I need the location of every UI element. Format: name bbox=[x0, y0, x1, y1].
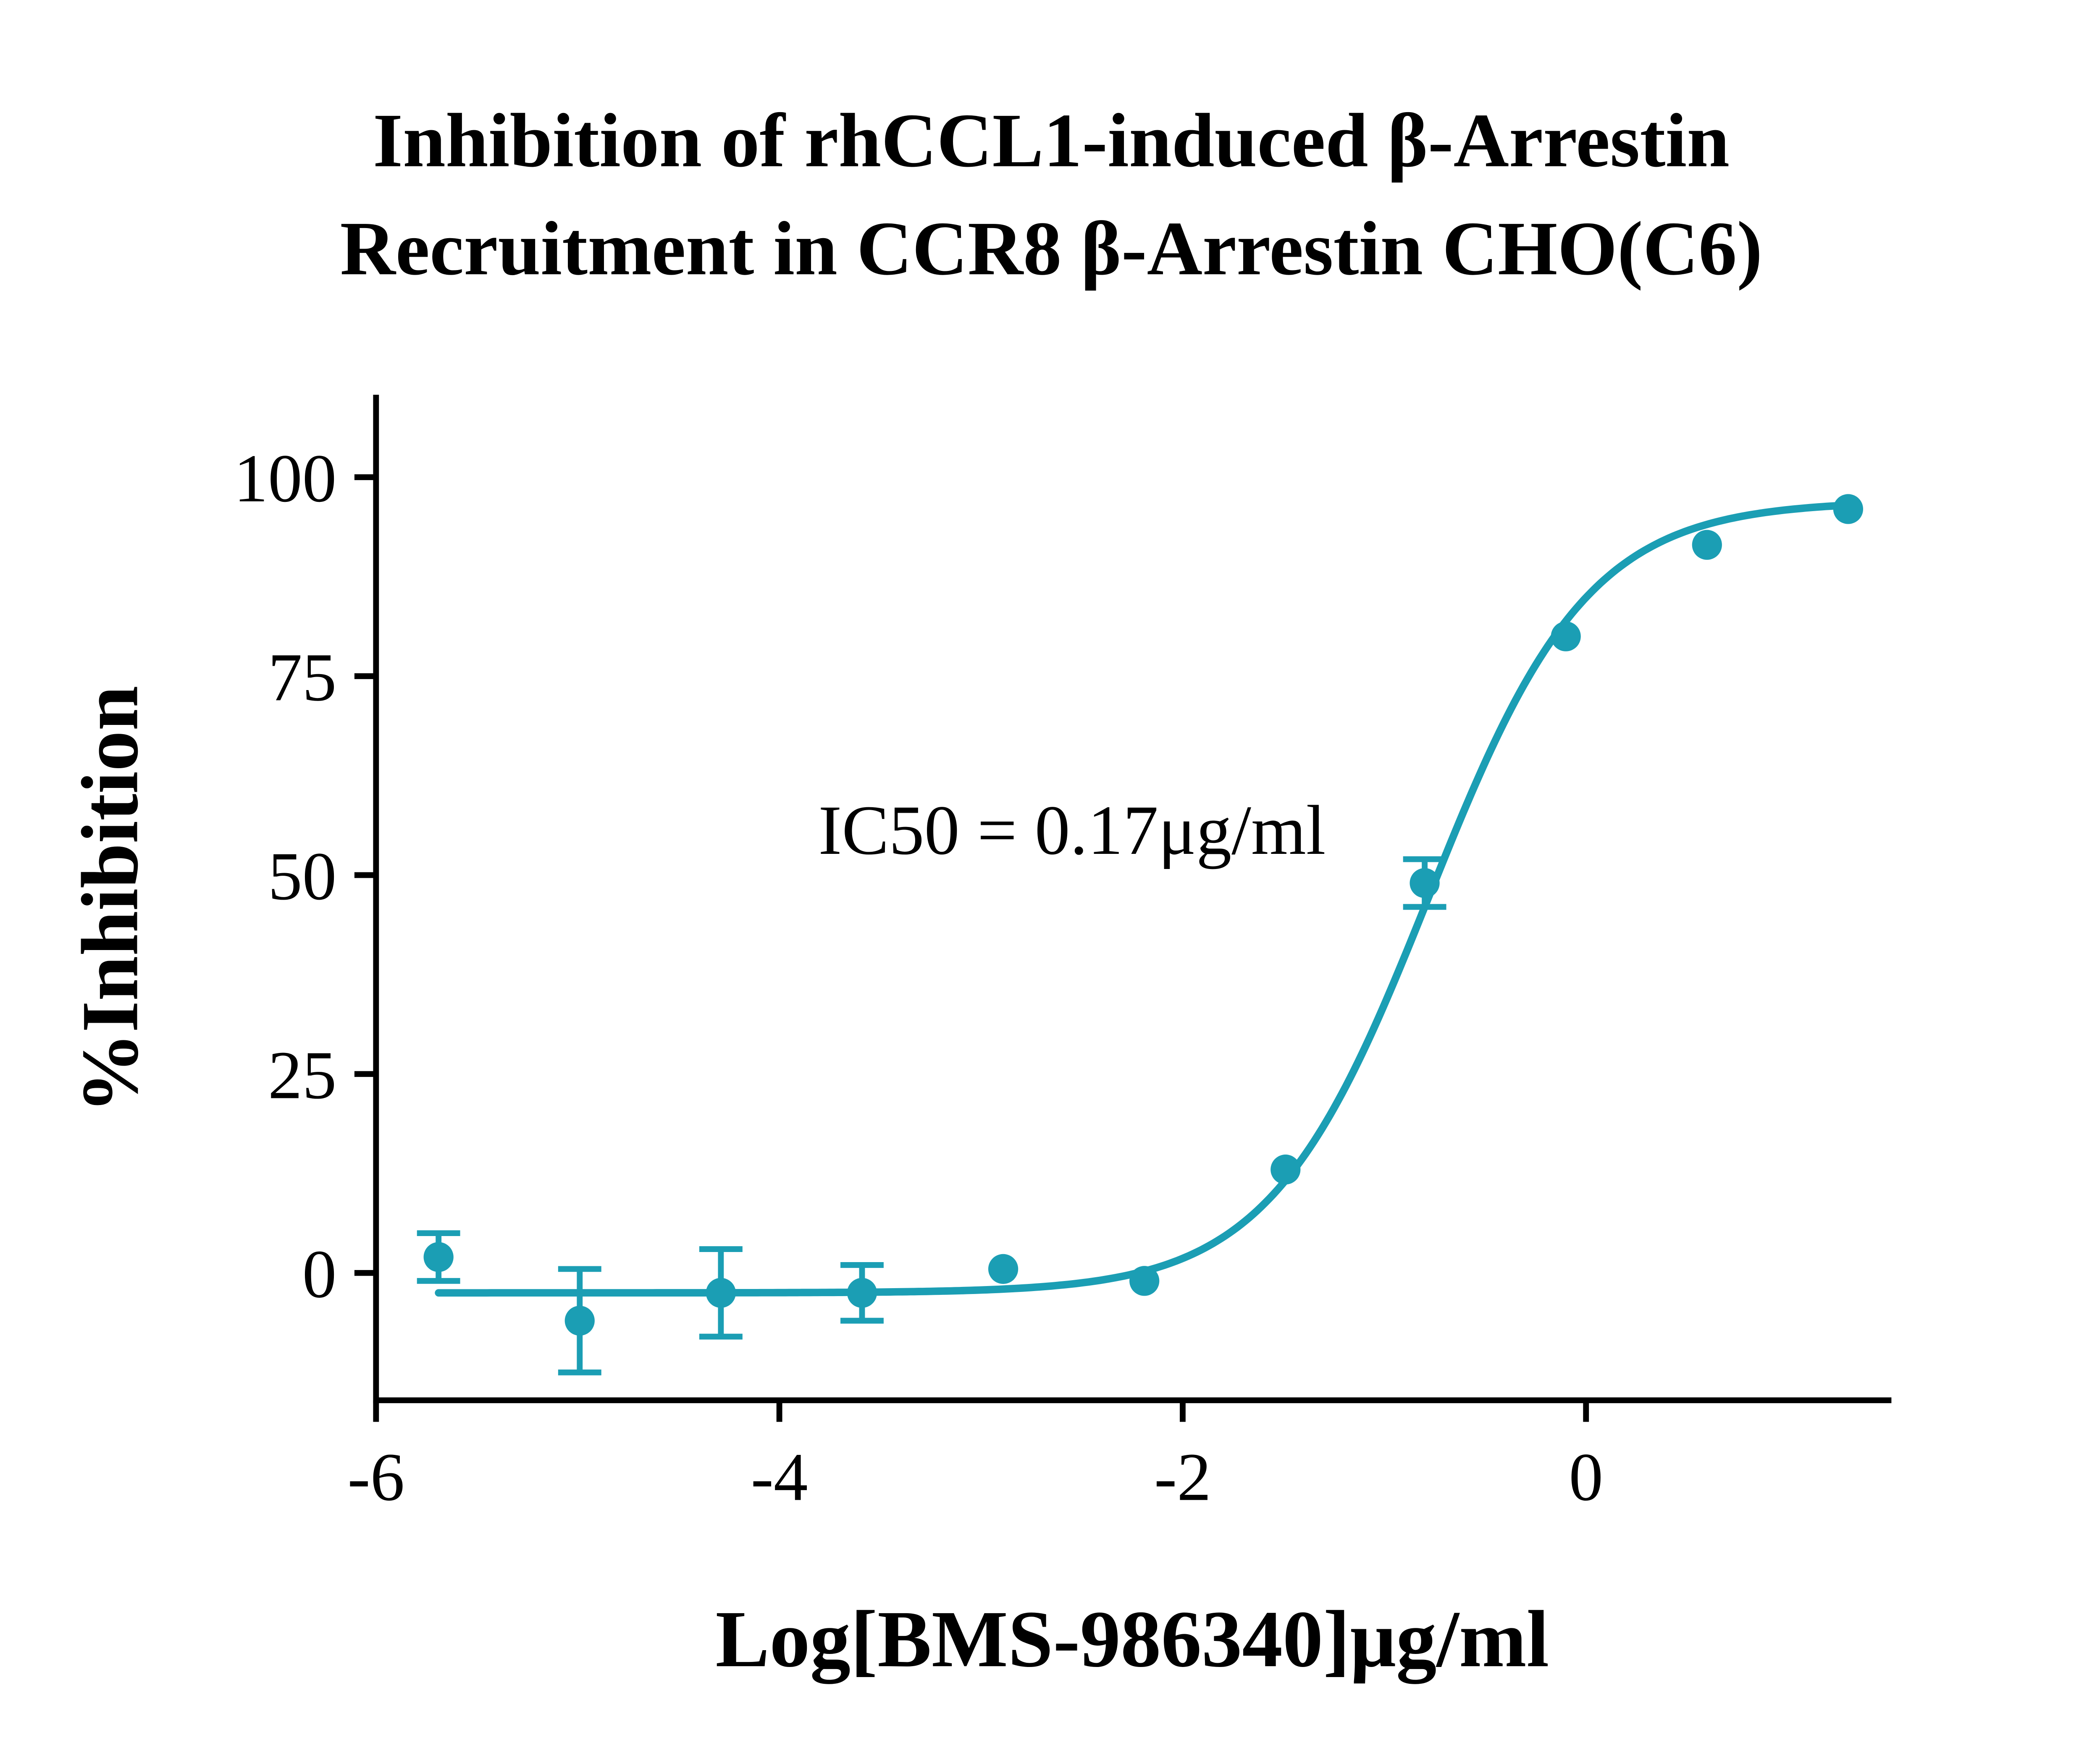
chart-title-line1: Inhibition of rhCCL1-induced β-Arrestin bbox=[373, 98, 1730, 183]
y-axis-label: %Inhibition bbox=[65, 686, 155, 1114]
y-tick-label: 75 bbox=[268, 640, 336, 715]
data-point bbox=[1833, 494, 1864, 524]
y-tick-label: 0 bbox=[302, 1236, 337, 1312]
x-tick-label: -6 bbox=[347, 1439, 404, 1515]
x-tick-label: 0 bbox=[1569, 1439, 1603, 1515]
x-tick-label: -4 bbox=[751, 1439, 808, 1515]
data-point bbox=[1692, 530, 1722, 560]
data-point bbox=[1410, 868, 1440, 898]
ic50-annotation: IC50 = 0.17μg/ml bbox=[818, 791, 1326, 869]
data-point bbox=[988, 1254, 1018, 1284]
y-tick-label: 50 bbox=[268, 839, 336, 914]
data-point bbox=[564, 1305, 595, 1336]
y-tick-label: 100 bbox=[234, 441, 337, 517]
axes bbox=[373, 394, 1892, 1403]
data-point bbox=[1551, 621, 1581, 651]
data-point bbox=[847, 1278, 877, 1308]
x-tick-label: -2 bbox=[1154, 1439, 1211, 1515]
plot-area: -6 -4 -2 0 0 25 50 75 100 bbox=[234, 394, 1892, 1515]
data-point bbox=[706, 1278, 736, 1308]
data-point bbox=[1129, 1266, 1160, 1296]
y-tick-label: 25 bbox=[268, 1038, 336, 1113]
chart-title-line2: Recruitment in CCR8 β-Arrestin CHO(C6) bbox=[340, 206, 1763, 291]
fit-curve bbox=[435, 501, 1850, 1297]
x-axis-label: Log[BMS-986340]μg/ml bbox=[716, 1594, 1549, 1684]
data-point bbox=[1270, 1154, 1301, 1185]
data-point bbox=[423, 1242, 454, 1272]
